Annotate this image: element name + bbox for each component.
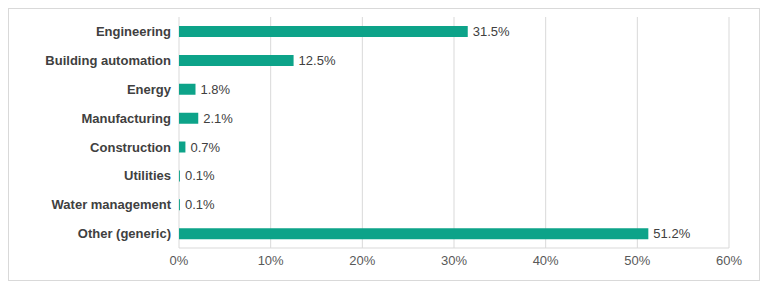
svg-text:Water management: Water management [52,197,172,212]
svg-text:51.2%: 51.2% [653,226,690,241]
svg-text:12.5%: 12.5% [299,53,336,68]
svg-text:50%: 50% [624,253,650,268]
svg-text:1.8%: 1.8% [201,82,231,97]
svg-text:Building automation: Building automation [45,53,171,68]
svg-text:2.1%: 2.1% [203,111,233,126]
svg-text:0.1%: 0.1% [185,168,215,183]
svg-text:60%: 60% [716,253,742,268]
svg-text:0.7%: 0.7% [190,140,220,155]
svg-text:Other (generic): Other (generic) [78,226,171,241]
svg-text:Utilities: Utilities [124,168,171,183]
svg-text:Engineering: Engineering [96,24,171,39]
svg-text:Construction: Construction [90,140,171,155]
svg-text:30%: 30% [441,253,467,268]
svg-text:Manufacturing: Manufacturing [81,111,171,126]
svg-text:Energy: Energy [127,82,172,97]
svg-text:0%: 0% [170,253,189,268]
svg-text:0.1%: 0.1% [185,197,215,212]
svg-text:40%: 40% [533,253,559,268]
svg-text:10%: 10% [258,253,284,268]
svg-text:31.5%: 31.5% [473,24,510,39]
svg-text:20%: 20% [349,253,375,268]
